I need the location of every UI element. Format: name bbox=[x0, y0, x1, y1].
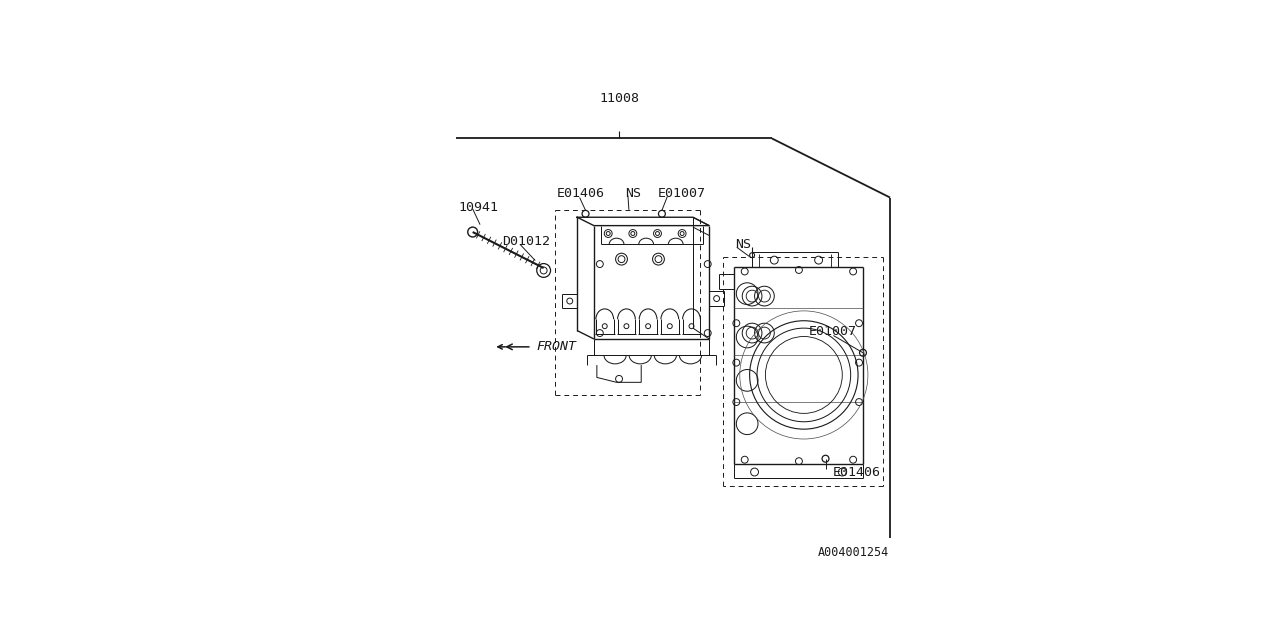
Text: A004001254: A004001254 bbox=[818, 546, 888, 559]
Text: E01406: E01406 bbox=[557, 187, 604, 200]
Text: NS: NS bbox=[625, 187, 641, 200]
Text: D01012: D01012 bbox=[502, 236, 550, 248]
Text: FRONT: FRONT bbox=[536, 340, 577, 353]
Text: E01406: E01406 bbox=[832, 465, 881, 479]
Text: 10941: 10941 bbox=[460, 201, 499, 214]
Text: NS: NS bbox=[735, 238, 751, 251]
Text: 11008: 11008 bbox=[599, 92, 639, 106]
Text: E01007: E01007 bbox=[809, 325, 856, 338]
Text: E01007: E01007 bbox=[658, 187, 705, 200]
